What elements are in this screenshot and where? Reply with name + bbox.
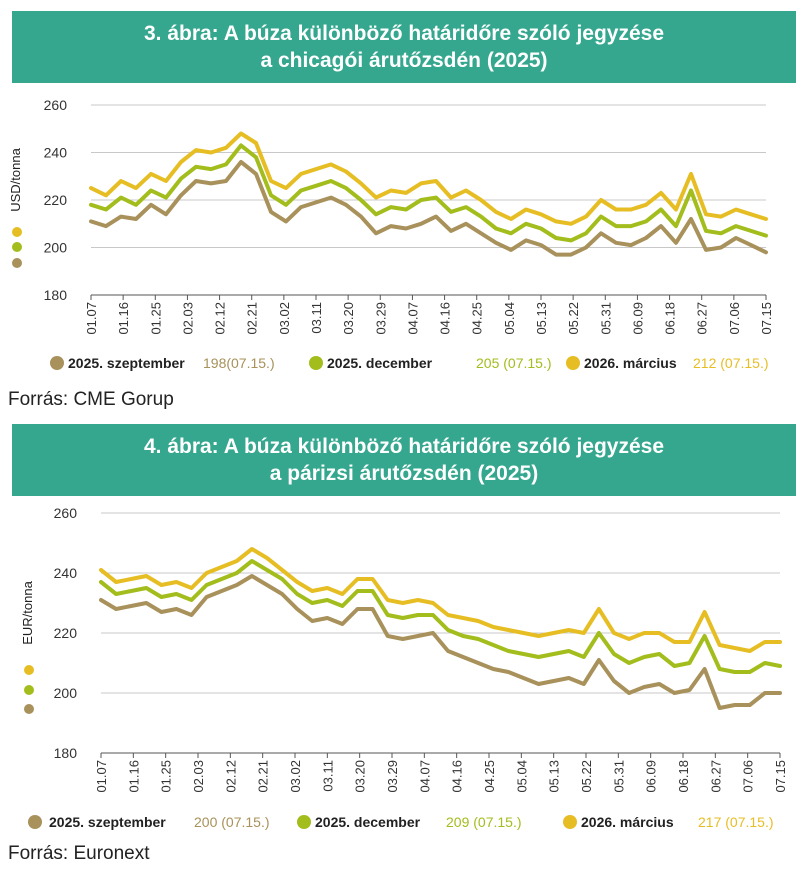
chart2-legend-marker — [28, 815, 42, 829]
chart1-x-tick-label: 02.21 — [245, 302, 260, 335]
chart2-y-axis-label: EUR/tonna — [20, 580, 35, 644]
chart1-y-axis-label: USD/tonna — [8, 147, 23, 211]
chart1-x-tick-label: 04.25 — [470, 302, 485, 335]
chart1-x-tick-label: 03.02 — [277, 302, 292, 335]
chart1-y-tick-label: 220 — [44, 192, 68, 208]
chart2-x-tick-label: 03.11 — [320, 760, 335, 792]
chart1-y-tick-label: 260 — [44, 97, 68, 113]
chart1-x-tick-label: 02.03 — [180, 302, 195, 335]
figure-4-title: 4. ábra: A búza különböző határidőre szó… — [12, 424, 796, 496]
chart2-x-tick-label: 01.07 — [94, 760, 109, 793]
chart1-y-tick-label: 200 — [44, 240, 68, 256]
chart1-x-tick-label: 07.06 — [727, 302, 742, 335]
chart1-legend-label: 2025. december — [327, 355, 433, 371]
chart2-y-tick-label: 260 — [54, 505, 78, 521]
chart2-series-line-3 — [99, 547, 782, 653]
chart2-y-tick-label: 240 — [54, 565, 78, 581]
chart2-x-tick-label: 01.16 — [126, 760, 141, 793]
chart2-legend-label: 2025. szeptember — [49, 814, 166, 830]
figure-3-source: Forrás: CME Gorup — [8, 389, 174, 410]
chart1-x-tick-label: 03.29 — [373, 302, 388, 335]
chart2-y-tick-label: 200 — [54, 685, 78, 701]
chicago-wheat-chart-svg: 180 200 220 240 260 01.07 01.16 01.25 02.03 02.12… — [8, 97, 774, 371]
figure-4-title-line1: 4. ábra: A búza különböző határidőre szó… — [143, 435, 665, 458]
chart2-x-tick-label: 01.25 — [159, 760, 174, 793]
chart2-legend-value: 209 (07.15.) — [446, 814, 522, 830]
chart1-x-tick-label: 05.31 — [598, 302, 613, 335]
chart2-legend-value: 217 (07.15.) — [698, 814, 774, 830]
chart1-series-line-1 — [89, 160, 768, 257]
chart2-x-tick-label: 06.18 — [676, 760, 691, 793]
chart1-y-tick-label: 240 — [44, 145, 68, 161]
chart2-series-line-2 — [99, 559, 782, 674]
chart1-x-tick-label: 04.16 — [438, 302, 453, 335]
chart2-x-tick-label: 04.25 — [482, 760, 497, 793]
chart2-x-tick-label: 06.09 — [644, 760, 659, 793]
chart1-legend-marker — [309, 356, 323, 370]
paris-wheat-chart: 180 200 220 240 260 01.07 01.16 01.25 02.03 02.12… — [0, 500, 802, 838]
chart2-series-line-1 — [99, 574, 782, 710]
chart2-x-tick-label: 02.03 — [191, 760, 206, 793]
chart1-series-line-3 — [89, 131, 768, 226]
chart2-x-tick-label: 05.13 — [547, 760, 562, 793]
chart1-x-tick-label: 04.07 — [405, 302, 420, 335]
chart2-y-tick-label: 220 — [54, 625, 78, 641]
chart2-legend-value: 200 (07.15.) — [194, 814, 270, 830]
chart1-legend-label: 2025. szeptember — [68, 355, 185, 371]
figure-3-title-line1: 3. ábra: A búza különböző határidőre szó… — [143, 22, 665, 45]
chart1-axis-series-dot — [12, 258, 22, 268]
chart1-x-tick-label: 07.15 — [759, 302, 774, 335]
chart1-legend-marker — [566, 356, 580, 370]
chart2-x-tick-label: 06.27 — [708, 760, 723, 793]
chart1-x-tick-label: 05.22 — [566, 302, 581, 335]
chart1-x-tick-label: 01.16 — [116, 302, 131, 335]
chart2-axis-series-dot — [24, 665, 34, 675]
chart2-x-tick-label: 05.04 — [514, 760, 529, 793]
chart1-x-tick-label: 02.12 — [213, 302, 228, 335]
chart1-x-tick-label: 05.13 — [534, 302, 549, 335]
chart1-axis-series-dot — [12, 227, 22, 237]
figure-4-title-line2: a párizsi árutőzsdén (2025) — [269, 462, 539, 485]
chart1-x-tick-label: 06.09 — [630, 302, 645, 335]
chart2-x-tick-label: 02.12 — [223, 760, 238, 793]
chart1-y-tick-label: 180 — [44, 287, 68, 303]
chart2-legend-label: 2026. március — [581, 814, 674, 830]
chart2-x-tick-label: 03.20 — [353, 760, 368, 793]
paris-wheat-chart-svg: 180 200 220 240 260 01.07 01.16 01.25 02.03 02.12… — [20, 505, 788, 830]
chart1-x-tick-label: 03.11 — [309, 302, 324, 334]
chart2-legend-marker — [297, 815, 311, 829]
chart2-x-tick-label: 02.21 — [256, 760, 271, 793]
figure-3-title-line2: a chicagói árutőzsdén (2025) — [260, 49, 548, 72]
chart1-legend-value: 212 (07.15.) — [693, 355, 769, 371]
chart1-legend-label: 2026. március — [584, 355, 677, 371]
chart1-x-tick-label: 01.25 — [148, 302, 163, 335]
figure-4-source: Forrás: Euronext — [8, 843, 150, 864]
chart2-x-tick-label: 03.02 — [288, 760, 303, 793]
chart2-legend-marker — [563, 815, 577, 829]
chart1-x-tick-label: 06.27 — [695, 302, 710, 335]
chart1-axis-series-dot — [12, 242, 22, 252]
chart2-x-tick-label: 04.07 — [417, 760, 432, 793]
chart1-x-tick-label: 01.07 — [84, 302, 99, 335]
chart2-axis-series-dot — [24, 704, 34, 714]
chart1-series-line-2 — [89, 143, 768, 243]
chart2-x-tick-label: 03.29 — [385, 760, 400, 793]
chart2-y-tick-label: 180 — [54, 745, 78, 761]
chart1-x-tick-label: 03.20 — [341, 302, 356, 335]
chart1-legend-value: 198(07.15.) — [203, 355, 275, 371]
chart2-x-tick-label: 07.06 — [741, 760, 756, 793]
chart1-x-tick-label: 05.04 — [502, 302, 517, 335]
chart2-x-tick-label: 05.31 — [611, 760, 626, 793]
chicago-wheat-chart: 180 200 220 240 260 01.07 01.16 01.25 02.03 02.12… — [0, 90, 802, 390]
chart1-x-tick-label: 06.18 — [663, 302, 678, 335]
chart1-legend-marker — [50, 356, 64, 370]
chart2-legend-label: 2025. december — [315, 814, 421, 830]
chart2-x-tick-label: 04.16 — [450, 760, 465, 793]
chart2-x-tick-label: 07.15 — [773, 760, 788, 793]
chart2-x-tick-label: 05.22 — [579, 760, 594, 793]
chart1-legend-value: 205 (07.15.) — [476, 355, 552, 371]
figure-3-title: 3. ábra: A búza különböző határidőre szó… — [12, 11, 796, 83]
chart2-axis-series-dot — [24, 685, 34, 695]
